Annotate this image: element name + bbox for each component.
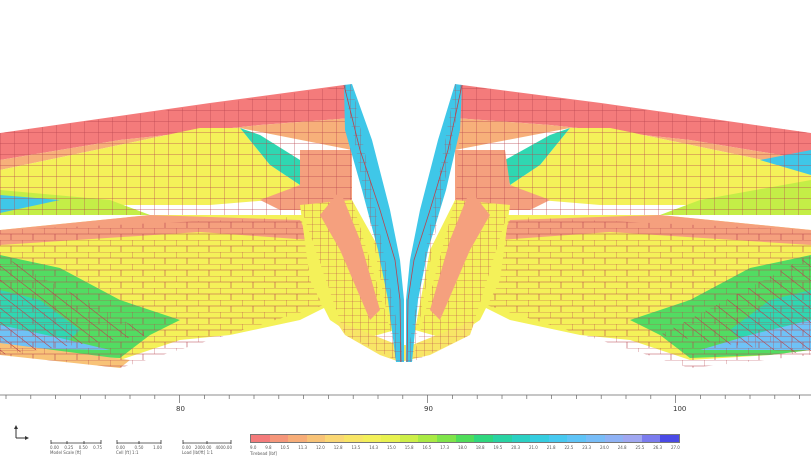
legend-swatch xyxy=(269,435,289,442)
scale-number: 2000.00 xyxy=(194,445,212,450)
scale-number: 0.50 xyxy=(134,445,144,450)
legend-tick-label: 9.8 xyxy=(265,445,272,450)
legend-swatch xyxy=(455,435,475,442)
legend-swatch xyxy=(641,435,661,442)
legend-tick-label: 16.5 xyxy=(422,445,432,450)
legend-swatch xyxy=(399,435,419,442)
ruler-tick-label: 80 xyxy=(176,405,185,413)
scale-number: 0.00 xyxy=(116,445,125,450)
tire-mesh-model xyxy=(0,84,811,403)
legend-swatch xyxy=(623,435,642,442)
legend-swatch xyxy=(325,435,345,442)
legend-swatch xyxy=(585,435,605,442)
legend-tick-label: 24.0 xyxy=(599,445,609,450)
legend-swatch xyxy=(511,435,531,442)
left-lower-flank xyxy=(0,215,340,368)
scale-number: 0.75 xyxy=(93,445,102,450)
legend-tick-label: 21.8 xyxy=(546,445,556,450)
legend-tick-label: 19.5 xyxy=(493,445,503,450)
legend-tick-label: 22.5 xyxy=(564,445,574,450)
axis-triad-icon xyxy=(14,425,29,440)
legend-swatch xyxy=(530,435,549,442)
legend-tick-label: 27.0 xyxy=(670,445,680,450)
legend-swatch xyxy=(437,435,456,442)
legend-swatch xyxy=(344,435,363,442)
scale-number: 1.00 xyxy=(153,445,162,450)
legend-swatch xyxy=(288,435,307,442)
scale-number: 0.00 xyxy=(50,445,59,450)
color-legend-ticks: 9.0 9.8 10.5 11.3 12.0 12.8 13.5 14.3 15.0 15.8 16… xyxy=(250,445,680,450)
inner-sidewall xyxy=(343,84,463,363)
legend-swatch xyxy=(251,435,270,442)
legend-tick-label: 23.3 xyxy=(582,445,592,450)
legend-swatch xyxy=(474,435,493,442)
legend-tick-label: 12.0 xyxy=(315,445,325,450)
legend-tick-label: 24.8 xyxy=(617,445,627,450)
legend-tick-label: 15.8 xyxy=(404,445,414,450)
legend-tick-label: 13.5 xyxy=(351,445,361,450)
color-legend-caption: Tirebead [lbf] xyxy=(250,451,277,456)
scale-caption: Load [lbf/ft] 1:1 xyxy=(182,450,214,455)
legend-tick-label: 20.3 xyxy=(511,445,521,450)
legend-tick-label: 21.0 xyxy=(528,445,538,450)
legend-swatch xyxy=(604,435,624,442)
legend-tick-label: 12.8 xyxy=(333,445,343,450)
legend-swatch xyxy=(548,435,568,442)
legend-tick-label: 25.5 xyxy=(635,445,645,450)
scale-number: 4000.00 xyxy=(215,445,232,450)
legend-tick-label: 9.0 xyxy=(250,445,257,450)
legend-swatch xyxy=(418,435,438,442)
legend-swatch xyxy=(362,435,382,442)
legend-tick-label: 26.3 xyxy=(653,445,663,450)
legend-tick-label: 14.3 xyxy=(369,445,379,450)
ruler-tick-label: 90 xyxy=(424,405,433,413)
cell-scale-bar: 0.00 0.50 1.00 Cell [ft] 1:1 xyxy=(116,438,162,456)
scale-number: 0.00 xyxy=(182,445,191,450)
legend-swatch xyxy=(306,435,326,442)
legend-swatch xyxy=(567,435,586,442)
bead-zone xyxy=(300,190,510,362)
scale-number: 0.50 xyxy=(78,445,88,450)
legend-swatch xyxy=(660,435,680,442)
legend-tick-label: 15.0 xyxy=(386,445,396,450)
legend-tick-label: 18.8 xyxy=(475,445,485,450)
legend-tick-label: 18.0 xyxy=(457,445,467,450)
left-upper-flank xyxy=(0,85,352,215)
legend-swatch xyxy=(381,435,400,442)
scale-caption: Cell [ft] 1:1 xyxy=(116,450,139,455)
scale-number: 0.25 xyxy=(64,445,74,450)
right-upper-flank xyxy=(455,85,811,215)
ruler-tick-label: 100 xyxy=(673,405,687,413)
legend-tick-label: 10.5 xyxy=(280,445,290,450)
ruler-axis xyxy=(0,394,811,403)
legend-tick-label: 11.3 xyxy=(298,445,308,450)
scale-caption: Model Scale [ft] xyxy=(50,450,82,455)
right-lower-flank xyxy=(470,215,811,368)
model-scale-bar: 0.00 0.25 0.50 0.75 Model Scale [ft] xyxy=(50,438,102,456)
load-scale-bar: 0.00 2000.00 4000.00 Load [lbf/ft] 1:1 xyxy=(182,438,232,456)
legend-tick-label: 17.3 xyxy=(440,445,450,450)
color-legend-bar xyxy=(250,434,680,443)
legend-swatch xyxy=(492,435,512,442)
